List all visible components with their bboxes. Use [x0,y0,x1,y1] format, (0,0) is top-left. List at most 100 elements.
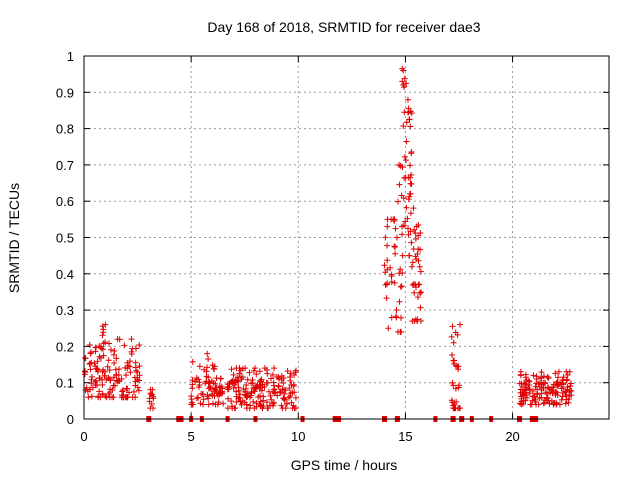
data-point [558,379,565,386]
data-point [96,353,103,360]
data-point [225,385,232,392]
data-point [108,346,115,353]
data-point [250,398,257,405]
data-point [205,401,212,408]
data-point [240,385,247,392]
data-point [562,400,569,407]
data-point [253,371,260,378]
data-point [99,381,106,388]
data-point [255,394,262,401]
data-point [276,388,283,395]
data-point [228,366,235,373]
data-point [283,401,290,408]
data-point [150,405,157,412]
data-point [408,263,415,270]
data-point [403,138,410,145]
data-point [269,400,276,407]
data-point [532,398,539,405]
data-point [405,231,412,238]
data-point [135,387,142,394]
data-point [149,386,156,393]
data-point [544,373,551,380]
data-point [401,153,408,160]
y-tick-label: 0.9 [56,85,74,100]
data-point [449,323,456,330]
data-point [517,400,524,407]
data-point [407,162,414,169]
data-point [88,393,95,400]
data-point [88,373,95,380]
data-point [128,350,135,357]
data-point [115,366,122,373]
data-point [86,341,93,348]
data-point [290,402,297,409]
data-point [408,110,415,117]
data-point [520,391,527,398]
data-point [454,363,461,370]
data-point [148,391,155,398]
x-tick-label: 15 [398,429,412,444]
data-point [196,363,203,370]
data-point [383,281,390,288]
data-point [399,252,406,259]
data-point [393,306,400,313]
data-point [408,180,415,187]
data-point [385,325,392,332]
data-point [92,344,99,351]
data-point [203,373,210,380]
data-point [286,385,293,392]
data-point [400,122,407,129]
data-point [564,372,571,379]
data-point [204,393,211,400]
data-point [538,369,545,376]
data-point [407,190,414,197]
data-point [235,378,242,385]
data-point [397,283,404,290]
y-tick-label: 0.3 [56,303,74,318]
data-point [195,376,202,383]
data-point [400,67,407,74]
y-tick-label: 1 [67,49,74,64]
data-point [284,367,291,374]
data-point [123,385,130,392]
data-point [244,390,251,397]
data-point [127,369,134,376]
data-point [146,398,153,405]
data-point [397,266,404,273]
data-point [211,365,218,372]
data-point [256,368,263,375]
data-point [451,360,458,367]
data-point [113,377,120,384]
data-point [106,375,113,382]
data-point [237,391,244,398]
data-point [126,363,133,370]
data-point [124,394,131,401]
x-axis-label: GPS time / hours [291,457,398,473]
data-point [519,400,526,407]
data-point [113,355,120,362]
data-point [281,395,288,402]
data-point [531,393,538,400]
data-point [536,395,543,402]
data-point [189,358,196,365]
data-point [542,379,549,386]
data-point [236,394,243,401]
data-point [99,346,106,353]
data-point [198,390,205,397]
data-point [110,374,117,381]
data-point [418,289,425,296]
data-point [290,381,297,388]
data-point [411,289,418,296]
data-point [94,366,101,373]
data-point [263,379,270,386]
data-point [100,329,107,336]
data-point [267,392,274,399]
data-point [384,257,391,264]
x-tick-label: 10 [291,429,305,444]
data-point [280,380,287,387]
data-point [412,236,419,243]
data-point [548,398,555,405]
data-point [106,340,113,347]
data-point [278,402,285,409]
data-point [243,405,250,412]
